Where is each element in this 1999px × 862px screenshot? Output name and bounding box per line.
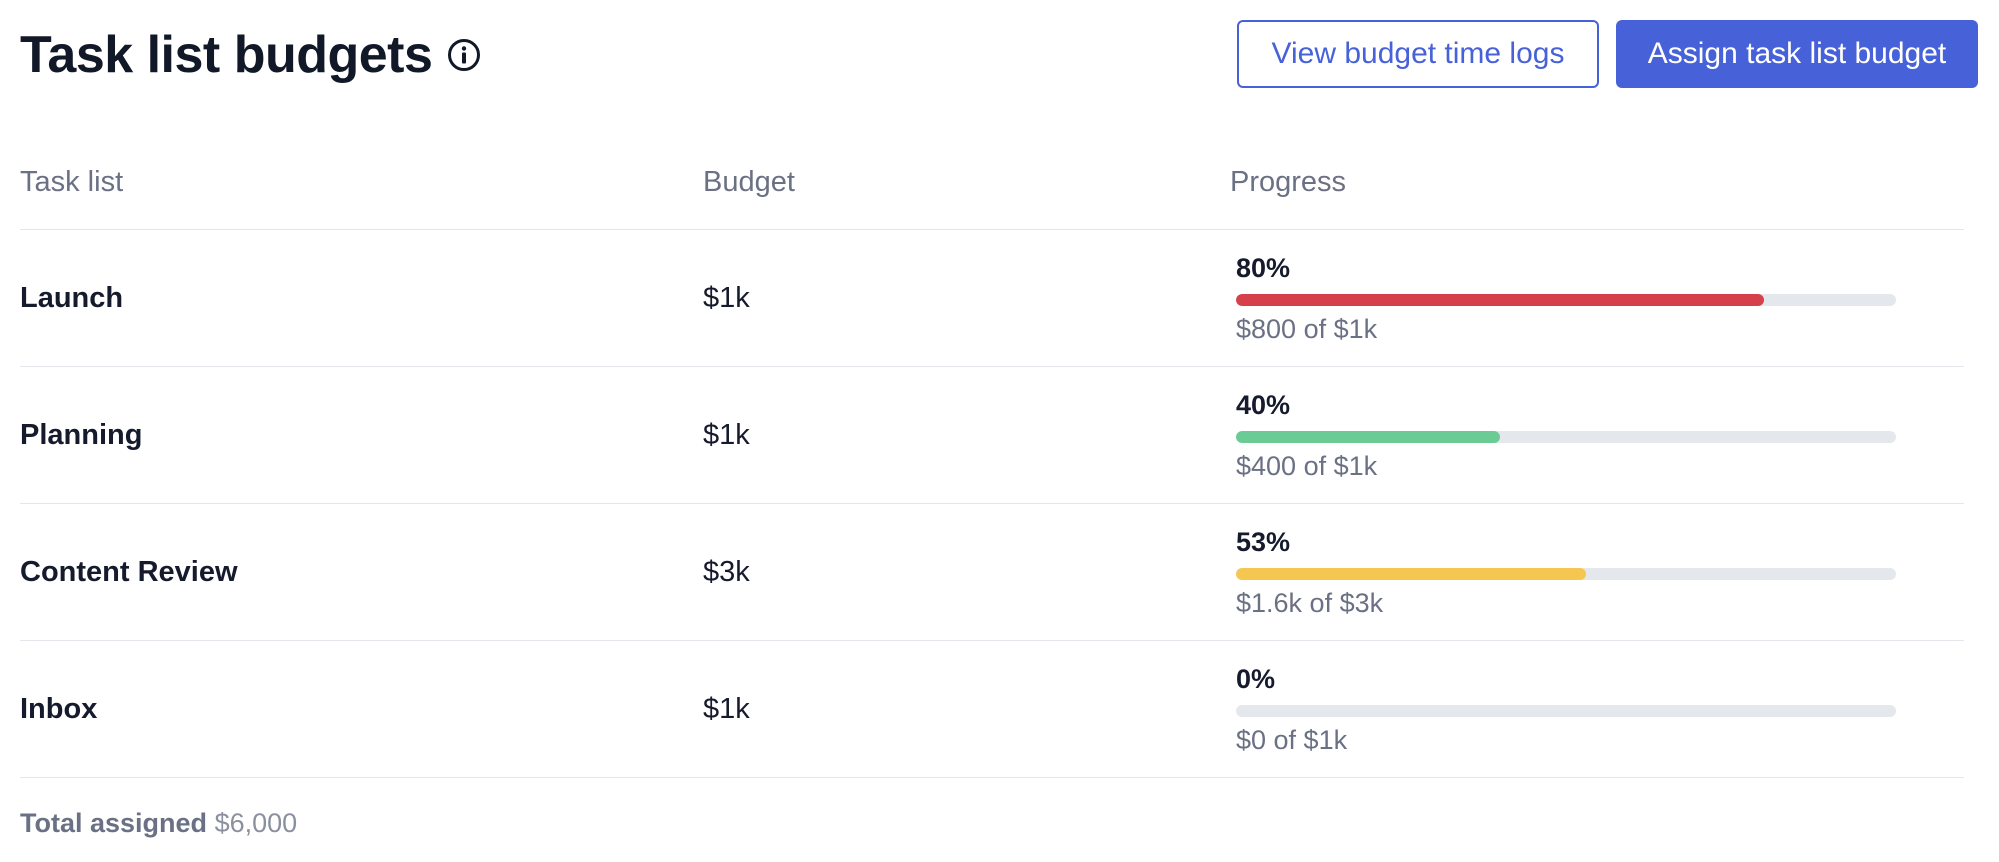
progress-cell: 80% $800 of $1k: [1236, 252, 1896, 345]
progress-percent: 0%: [1236, 664, 1276, 694]
column-header-task-list: Task list: [20, 166, 124, 198]
title-wrap: Task list budgets: [20, 22, 482, 88]
progress-cell: 53% $1.6k of $3k: [1236, 526, 1896, 619]
progress-cell: 0% $0 of $1k: [1236, 663, 1896, 756]
total-assigned-value: $6,000: [214, 808, 298, 838]
progress-spent: $800 of $1k: [1236, 314, 1378, 344]
column-header-budget: Budget: [703, 166, 795, 198]
task-list-name[interactable]: Content Review: [20, 556, 238, 588]
header: Task list budgets View budget time logs …: [20, 18, 1980, 92]
progress-spent: $1.6k of $3k: [1236, 588, 1384, 618]
task-list-name[interactable]: Planning: [20, 419, 143, 451]
progress-spent: $400 of $1k: [1236, 451, 1378, 481]
total-assigned-label: Total assigned: [20, 808, 208, 838]
progress-bar-fill: [1236, 294, 1764, 306]
info-icon[interactable]: [446, 37, 482, 73]
view-budget-time-logs-button[interactable]: View budget time logs: [1237, 20, 1599, 88]
budgets-table: Task list Budget Progress Launch $1k 80%…: [20, 150, 1964, 778]
task-list-name[interactable]: Launch: [20, 282, 124, 314]
page-title: Task list budgets: [20, 26, 433, 84]
progress-bar-fill: [1236, 568, 1586, 580]
progress-cell: 40% $400 of $1k: [1236, 389, 1896, 482]
table-row[interactable]: Content Review $3k 53% $1.6k of $3k: [20, 504, 1964, 641]
progress-bar-track: [1236, 431, 1896, 443]
column-header-progress: Progress: [1230, 166, 1347, 198]
budget-value: $3k: [703, 556, 750, 588]
progress-percent: 40%: [1236, 390, 1291, 420]
progress-bar-track: [1236, 568, 1896, 580]
progress-percent: 53%: [1236, 527, 1291, 557]
budget-value: $1k: [703, 419, 750, 451]
progress-spent: $0 of $1k: [1236, 725, 1348, 755]
task-list-name[interactable]: Inbox: [20, 693, 98, 725]
table-row[interactable]: Planning $1k 40% $400 of $1k: [20, 367, 1964, 504]
total-assigned: Total assigned $6,000: [20, 808, 297, 839]
budget-value: $1k: [703, 282, 750, 314]
table-header: Task list Budget Progress: [20, 150, 1964, 230]
table-row[interactable]: Inbox $1k 0% $0 of $1k: [20, 641, 1964, 778]
table-row[interactable]: Launch $1k 80% $800 of $1k: [20, 230, 1964, 367]
progress-bar-track: [1236, 294, 1896, 306]
progress-bar-track: [1236, 705, 1896, 717]
progress-bar-fill: [1236, 431, 1500, 443]
budget-value: $1k: [703, 693, 750, 725]
progress-percent: 80%: [1236, 253, 1291, 283]
assign-task-list-budget-button[interactable]: Assign task list budget: [1616, 20, 1978, 88]
